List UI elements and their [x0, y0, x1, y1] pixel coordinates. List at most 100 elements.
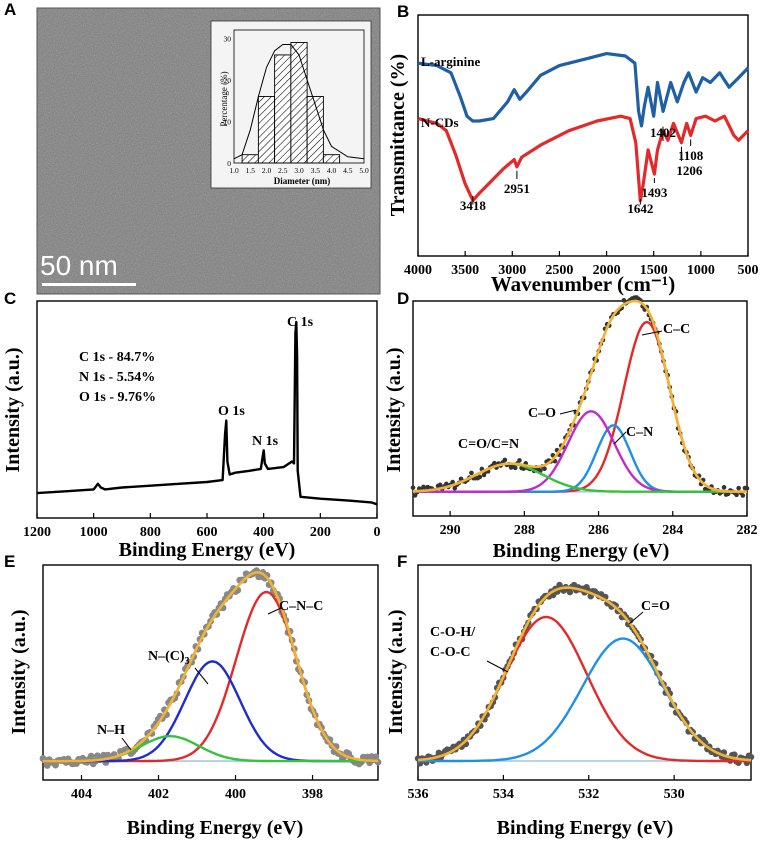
- panel-d-label-c-o-c-n: C=O/C=N: [458, 437, 519, 452]
- panel-b-series-n-cds: [417, 114, 750, 203]
- panel-a-histogram-bar: [257, 96, 276, 164]
- panel-b-x-tick-label: 3000: [498, 263, 526, 278]
- panel-b-annotation-label: 1108: [678, 148, 704, 163]
- panel-b-letter: B: [397, 2, 409, 21]
- panel-c-x-tick-label: 800: [140, 525, 161, 540]
- panel-b-x-tick-label: 2000: [593, 263, 621, 278]
- panel-d-x-tick-label: 290: [440, 523, 461, 538]
- panel-a-x-tick-label: 1.0: [229, 166, 239, 175]
- panel-d-data-point: [452, 485, 458, 491]
- panel-d-frame: [412, 300, 748, 517]
- panel-c-x-tick-label: 1200: [23, 525, 51, 540]
- panel-c-peak-n1s: N 1s: [252, 434, 279, 449]
- panel-b-frame: [417, 14, 749, 257]
- panel-b-x-label: Wavenumber (cm⁻¹): [491, 272, 675, 296]
- panel-e-label-n-c3-subscript: 3: [185, 656, 190, 667]
- panel-f-letter: F: [397, 552, 407, 571]
- panel-f-label-c-o-h: C-O-H/: [430, 625, 476, 640]
- panel-c-composition-n: N 1s - 5.54%: [79, 370, 155, 385]
- panel-d-data-point: [421, 484, 426, 490]
- panel-e-y-label: Intensity (a.u.): [8, 609, 30, 734]
- panel-a-inset-histogram: 1.0 1.5 2.0 2.5 3.0 3.5 4.0 4.5 5.0 0 10 20 30 Perce…: [210, 20, 372, 189]
- panel-a-x-tick-label: 1.5: [246, 166, 256, 175]
- panel-a-letter: A: [4, 0, 16, 19]
- panel-a-y-tick-label: 10: [224, 117, 232, 126]
- panel-d-envelope: [412, 299, 747, 493]
- panel-c-survey-line: [36, 320, 378, 506]
- panel-a-scale-bar: [42, 283, 136, 286]
- panel-a-histogram-bar: [290, 42, 308, 164]
- panel-c-frame: [36, 300, 378, 519]
- panel-d-x-tick-label: 284: [662, 523, 683, 538]
- panel-c-x-tick-label: 0: [374, 525, 381, 540]
- panel-d-data-point: [481, 472, 487, 478]
- panel-a-x-tick-label: 3.0: [294, 166, 304, 175]
- panel-e-leader-n-c3: [194, 667, 209, 685]
- panel-c-x-tick-label: 400: [253, 525, 274, 540]
- panel-a-x-tick-label: 3.5: [311, 166, 321, 175]
- panel-f-x-tick-label: 536: [408, 787, 429, 802]
- panel-f-data-point: [435, 749, 443, 757]
- panel-f-x-tick-label: 534: [493, 787, 514, 802]
- panel-a-histogram-bar: [322, 154, 341, 164]
- panel-e-data-point: [94, 752, 101, 760]
- panel-d-leader-c-o: [559, 409, 577, 415]
- panel-c-y-label: Intensity (a.u.): [2, 347, 24, 472]
- panel-d-data-point: [723, 492, 729, 497]
- panel-f-leader-c-o-double: [628, 611, 644, 625]
- panel-e-component-1: [43, 660, 378, 763]
- panel-b-annotation-label: 1493: [641, 185, 668, 200]
- panel-d-data-point: [425, 484, 430, 490]
- panel-b-x-tick-label: 1500: [640, 263, 668, 278]
- panel-c-composition-c: C 1s - 84.7%: [79, 350, 155, 365]
- panel-a-fit-curve: [233, 44, 365, 160]
- panel-c-peak-o1s: O 1s: [218, 404, 245, 419]
- panel-f-leader-c-o-h: [486, 660, 509, 673]
- panel-d-label-c-o: C–O: [528, 406, 556, 421]
- panel-e-x-tick-label: 398: [302, 787, 323, 802]
- panel-c-x-label: Binding Energy (eV): [119, 539, 296, 561]
- panel-d-letter: D: [397, 289, 409, 308]
- panel-c-x-tick-label: 200: [310, 525, 331, 540]
- panel-a-histogram-bar: [306, 96, 324, 164]
- panel-b-x-tick-label: 4000: [404, 263, 432, 278]
- panel-f-envelope: [417, 586, 752, 762]
- panel-b-annotation-label: 1206: [676, 163, 703, 178]
- panel-b-annotation-label: 1402: [650, 125, 676, 140]
- panel-a-x-tick-label: 5.0: [359, 166, 369, 175]
- panel-d-data-point: [621, 298, 627, 303]
- panel-d-y-label: Intensity (a.u.): [383, 347, 405, 472]
- panel-d-leader-c-n: [613, 431, 627, 445]
- panel-a-y-tick-label: 0: [227, 159, 231, 168]
- panel-e-letter: E: [4, 552, 15, 571]
- panel-d-leader-c-c: [641, 330, 663, 336]
- panel-c-composition-o: O 1s - 9.76%: [79, 390, 156, 405]
- panel-d-data-point: [721, 485, 727, 490]
- panel-d-x-tick-label: 286: [588, 523, 609, 538]
- panel-d-data-point: [410, 485, 416, 490]
- panel-d-data-point: [742, 485, 748, 491]
- panel-f-x-tick-label: 530: [664, 787, 685, 802]
- panel-e-x-tick-label: 402: [148, 787, 169, 802]
- panel-f-x-label: Binding Energy (eV): [497, 817, 674, 839]
- panel-d-label-c-n: C–N: [626, 425, 653, 440]
- panel-f-y-label: Intensity (a.u.): [385, 609, 407, 734]
- panel-c-x-tick-label: 1000: [80, 525, 108, 540]
- panel-b-series-l-arginine: [417, 52, 750, 128]
- panel-e-label-c-n-c: C–N–C: [279, 599, 323, 614]
- panel-d-data-point: [469, 470, 474, 476]
- panel-a-x-label: Diameter (nm): [274, 176, 331, 186]
- panel-c-peak-c1s: C 1s: [287, 315, 314, 330]
- panel-f-x-tick-label: 532: [578, 787, 599, 802]
- panel-c-letter: C: [4, 289, 16, 308]
- panel-f-frame: [417, 564, 752, 781]
- panel-e-leader-c-n-c: [267, 607, 282, 615]
- panel-d-label-c-c: C–C: [663, 322, 690, 337]
- panel-e-frame: [42, 564, 379, 781]
- panel-a-y-label: Percentage (%): [219, 71, 229, 126]
- panel-b-x-tick-label: 1000: [687, 263, 715, 278]
- panel-a-plot-frame: [233, 29, 365, 164]
- panel-f-data-point: [556, 581, 563, 589]
- panel-a-histogram-bar: [241, 154, 259, 164]
